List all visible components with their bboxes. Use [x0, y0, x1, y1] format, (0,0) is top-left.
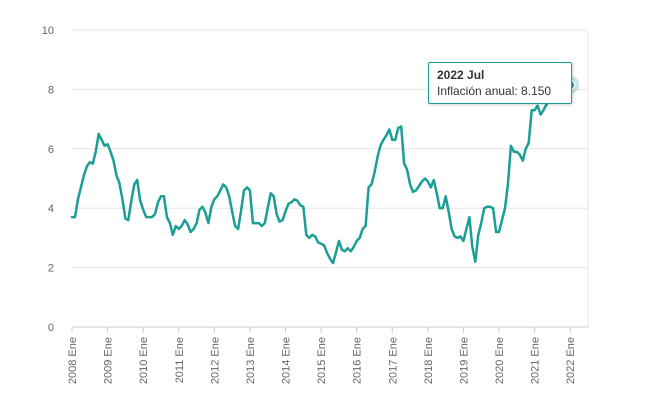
x-tick-label-5: 2013 Ene	[245, 337, 257, 384]
x-tick-label-1: 2009 Ene	[103, 337, 115, 384]
y-tick-label-3: 6	[48, 144, 54, 156]
x-tick-label-10: 2018 Ene	[423, 337, 435, 384]
y-tick-label-2: 4	[48, 203, 54, 215]
y-axis-tick-labels: 0 2 4 6 8 10	[42, 25, 54, 334]
x-axis-tick-labels: 2008 Ene 2009 Ene 2010 Ene 2011 Ene 2012 Ene…	[67, 337, 577, 384]
x-tick-label-4: 2012 Ene	[209, 337, 221, 384]
x-tick-label-8: 2016 Ene	[352, 337, 364, 384]
series-line-0	[70, 83, 572, 265]
y-tick-label-4: 8	[48, 84, 54, 96]
x-tick-label-12: 2020 Ene	[494, 337, 506, 384]
tooltip-value: Inflación anual: 8.150	[437, 84, 552, 98]
x-tick-label-2: 2010 Ene	[138, 337, 150, 384]
x-tick-label-11: 2019 Ene	[458, 337, 470, 384]
x-tick-label-3: 2011 Ene	[174, 337, 186, 383]
x-tick-label-7: 2015 Ene	[316, 337, 328, 384]
x-tick-label-6: 2014 Ene	[281, 337, 293, 384]
x-tick-label-0: 2008 Ene	[67, 337, 79, 384]
y-tick-label-5: 10	[42, 25, 54, 37]
x-tick-label-13: 2021 Ene	[530, 337, 542, 384]
y-tick-label-0: 0	[48, 322, 54, 334]
series-layer	[70, 75, 580, 265]
tooltip-title: 2022 Jul	[437, 68, 485, 82]
x-tick-label-14: 2022 Ene	[565, 337, 577, 384]
data-tooltip: 2022 Jul Inflación anual: 8.150	[428, 62, 572, 104]
axes	[71, 30, 589, 333]
x-tick-label-9: 2017 Ene	[387, 337, 399, 384]
y-tick-label-1: 2	[48, 263, 54, 275]
